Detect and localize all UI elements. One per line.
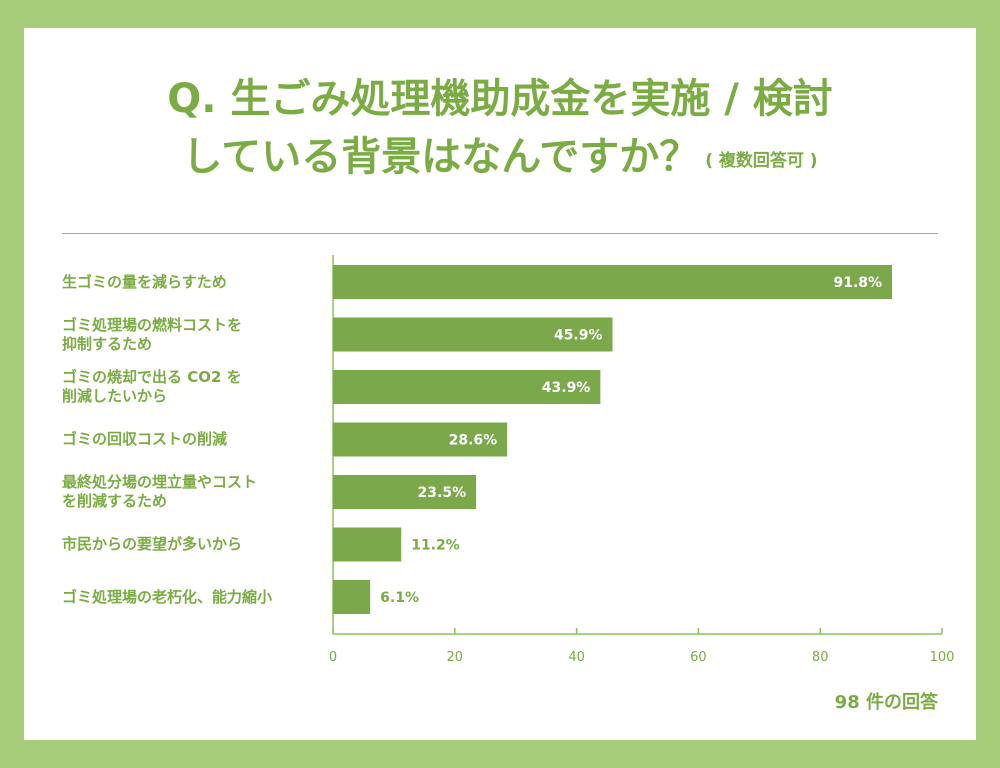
category-label: ゴミの回収コストの削減 (62, 430, 228, 448)
x-tick-label: 80 (812, 650, 829, 665)
title-line-2: している背景はなんですか？( 複数回答可 ) (0, 128, 1000, 190)
category-label: 最終処分場の埋立量やコスト を削減するため (62, 473, 258, 510)
data-label: 43.9% (542, 380, 591, 396)
category-label: ゴミの焼却で出る CO2 を 削減したいから (62, 368, 242, 405)
data-label: 45.9% (554, 328, 603, 344)
chart-title: Q. 生ごみ処理機助成金を実施 / 検討 している背景はなんですか？( 複数回答… (0, 70, 1000, 190)
x-tick-label: 20 (447, 650, 464, 665)
data-label: 6.1% (380, 590, 419, 606)
x-tick-label: 40 (568, 650, 585, 665)
category-label: ゴミ処理場の老朽化、能力縮小 (62, 587, 273, 606)
data-label: 91.8% (833, 275, 882, 291)
category-label: 市民からの要望が多いから (62, 535, 243, 553)
data-label: 11.2% (411, 538, 460, 554)
title-divider (62, 233, 938, 234)
x-tick-label: 0 (329, 650, 337, 665)
bar (333, 422, 508, 457)
data-label: 28.6% (449, 433, 498, 449)
bar (333, 370, 601, 404)
x-tick-label: 100 (930, 650, 955, 665)
bar (333, 265, 893, 299)
multiple-answer-note: ( 複数回答可 ) (705, 151, 818, 171)
x-tick-label: 60 (690, 650, 707, 665)
category-label: 生ゴミの量を減らすため (62, 272, 227, 291)
bar (333, 317, 613, 352)
bar (333, 580, 371, 614)
category-label: ゴミ処理場の燃料コストを 抑制するため (62, 315, 243, 353)
data-label: 23.5% (418, 485, 467, 501)
title-line-1: Q. 生ごみ処理機助成金を実施 / 検討 (167, 76, 833, 122)
response-count: 98 件の回答 (834, 692, 938, 713)
title-line-2-text: している背景はなんですか？ (182, 134, 700, 180)
bar (333, 527, 402, 562)
bar (333, 475, 477, 509)
